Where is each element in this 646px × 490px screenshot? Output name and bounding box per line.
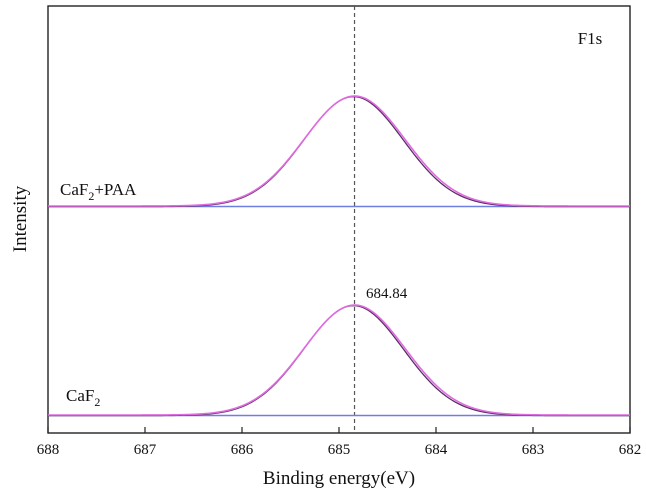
x-tick-label: 688 [37,442,60,458]
x-tick-label: 686 [231,442,254,458]
x-tick-label: 687 [134,442,157,458]
y-axis-title: Intensity [10,185,31,252]
series-fit-curve [48,95,630,207]
x-axis-title: Binding energy(eV) [263,468,415,489]
x-tick-label: 685 [328,442,351,458]
x-ticks: 688 687 686 685 684 683 682 [37,427,642,458]
peak-label: 684.84 [366,286,408,302]
x-tick-label: 684 [425,442,448,458]
x-tick-label: 683 [522,442,545,458]
corner-label: F1s [578,29,603,48]
series-raw-curve [48,304,630,417]
lower-series-label-sub: 2 [94,395,100,409]
upper-series-label-main: CaF [60,180,88,199]
series-fit-curve [48,304,630,416]
upper-series-label-suffix: +PAA [94,180,137,199]
x-tick-label: 682 [619,442,642,458]
upper-series-label: CaF2+PAA [60,180,137,203]
upper-series-label-sub: 2 [88,189,94,203]
lower-series-label-main: CaF [66,386,94,405]
lower-series-label: CaF2 [66,386,100,409]
plot-frame [47,5,631,434]
series-layer [48,95,630,417]
